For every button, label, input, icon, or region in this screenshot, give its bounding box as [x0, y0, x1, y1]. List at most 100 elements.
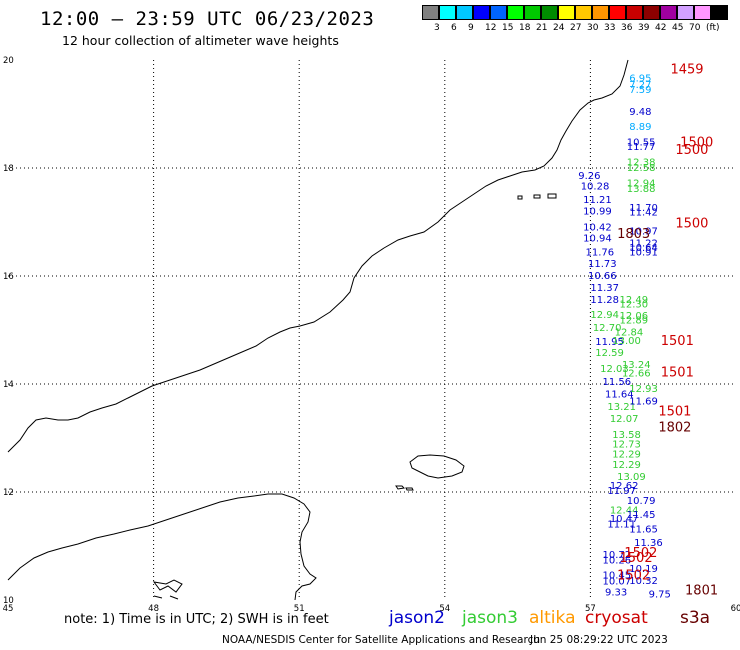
- wave-height-value: 13.21: [607, 402, 636, 413]
- wave-height-value: 10.64: [629, 243, 658, 254]
- wave-height-value: 11.28: [590, 295, 619, 306]
- lon-tick-label: 45: [3, 604, 14, 614]
- wave-height-value: 11.70: [629, 203, 658, 214]
- wave-height-value: 12.07: [610, 414, 639, 425]
- track-time-label: 1502: [620, 551, 653, 566]
- legend-cryosat: cryosat: [585, 608, 648, 628]
- track-time-label: 1500: [675, 216, 708, 231]
- colorbar-label: 3: [434, 23, 440, 33]
- wave-height-value: 9.48: [629, 107, 651, 118]
- generated-timestamp: Jun 25 08:29:22 UTC 2023: [530, 634, 668, 646]
- colorbar-swatch: [439, 5, 456, 20]
- wave-height-value: 11.97: [607, 486, 636, 497]
- colorbar-swatch: [609, 5, 626, 20]
- socotra-island: [409, 454, 465, 479]
- wave-height-value: 10.28: [581, 182, 610, 193]
- wave-height-value: 11.76: [586, 247, 615, 258]
- lon-tick-label: 60: [731, 604, 740, 614]
- colorbar-label: 27: [570, 23, 582, 33]
- colorbar-swatch: [643, 5, 660, 20]
- track-time-label: 1459: [670, 63, 703, 78]
- colorbar-label: 36: [621, 23, 633, 33]
- wave-height-value: 11.36: [634, 538, 663, 549]
- wave-height-value: 13.09: [617, 472, 646, 483]
- arabian-coastline: [7, 59, 629, 453]
- wave-height-value: 10.99: [583, 206, 612, 217]
- track-time-label: 1500: [680, 135, 713, 150]
- track-time-label: 1501: [658, 404, 691, 419]
- wave-height-value: 12.58: [627, 163, 656, 174]
- wave-height-value: 12.29: [612, 460, 641, 471]
- track-time-label: 1500: [675, 143, 708, 158]
- wave-height-value: 10.55: [627, 137, 656, 148]
- wave-height-value: 12.38: [627, 157, 656, 168]
- colorbar-swatch: [694, 5, 711, 20]
- colorbar-swatch: [660, 5, 677, 20]
- colorbar-swatch: [626, 5, 643, 20]
- wave-height-value: 7.59: [629, 85, 651, 96]
- lat-tick-label: 20: [3, 56, 14, 66]
- wave-height-value: 11.21: [583, 195, 612, 206]
- small-island: [517, 195, 523, 200]
- colorbar-label: 6: [451, 23, 457, 33]
- lat-tick-label: 10: [3, 596, 14, 606]
- wave-height-value: 6.95: [629, 74, 651, 85]
- wave-height-value: 10.66: [588, 271, 617, 282]
- wave-height-value: 7.27: [629, 80, 651, 91]
- track-time-label: 1803: [617, 227, 650, 242]
- colorbar-label: 30: [587, 23, 599, 33]
- wave-height-value: 13.88: [627, 184, 656, 195]
- wave-height-value: 13.24: [622, 360, 651, 371]
- small-island: [405, 487, 414, 491]
- colorbar-swatch: [575, 5, 592, 20]
- wave-height-value: 9.26: [578, 171, 600, 182]
- lon-tick-label: 57: [585, 604, 596, 614]
- colorbar-swatch: [473, 5, 490, 20]
- track-time-label: 1501: [661, 334, 694, 349]
- wave-height-value: 10.07: [603, 576, 632, 587]
- wave-height-value: 11.42: [629, 208, 658, 219]
- legend-jason3: jason3: [462, 608, 518, 628]
- wave-height-value: 11.37: [590, 283, 619, 294]
- wave-height-value: 12.93: [629, 384, 658, 395]
- wave-height-value: 11.95: [595, 337, 624, 348]
- colorbar-label: 45: [672, 23, 684, 33]
- colorbar-label: (ft): [706, 23, 720, 33]
- colorbar-swatch: [490, 5, 507, 20]
- colorbar-swatch: [524, 5, 541, 20]
- small-island: [395, 485, 406, 490]
- track-time-label: 1802: [658, 421, 691, 436]
- track-time-label: 1801: [685, 584, 718, 599]
- wave-height-value: 12.30: [620, 299, 649, 310]
- wave-height-value: 10.72: [603, 550, 632, 561]
- colorbar-label: 18: [519, 23, 531, 33]
- colorbar-label: 12: [485, 23, 497, 33]
- map-grid: [8, 60, 736, 600]
- wave-height-value: 11.77: [627, 142, 656, 153]
- colorbar-label: 9: [468, 23, 474, 33]
- wave-height-value: 10.94: [583, 233, 612, 244]
- wave-height-value: 11.56: [603, 377, 632, 388]
- wave-height-value: 12.66: [622, 368, 651, 379]
- track-time-label: 1501: [661, 365, 694, 380]
- wave-height-value: 12.06: [620, 311, 649, 322]
- wave-height-value: 12.44: [610, 506, 639, 517]
- wave-height-value: 12.89: [620, 316, 649, 327]
- wave-height-value: 10.32: [629, 576, 658, 587]
- wave-height-value: 11.64: [605, 390, 634, 401]
- small-island: [547, 193, 557, 199]
- inland-feature: [152, 579, 183, 600]
- wave-height-value: 12.84: [615, 327, 644, 338]
- colorbar-swatch: [677, 5, 694, 20]
- colorbar-swatch: [711, 5, 728, 20]
- wave-height-value: 10.19: [629, 564, 658, 575]
- axis-ticks: 45 48 51 54 57 60 20 18 16 14 12 10: [3, 56, 740, 614]
- wave-height-value: 12.62: [610, 481, 639, 492]
- lon-tick-label: 51: [294, 604, 305, 614]
- small-island: [533, 194, 541, 199]
- colorbar-label: 21: [536, 23, 548, 33]
- colorbar-swatch: [592, 5, 609, 20]
- wave-height-value: 11.73: [588, 259, 617, 270]
- wave-height-value: 11.65: [629, 525, 658, 536]
